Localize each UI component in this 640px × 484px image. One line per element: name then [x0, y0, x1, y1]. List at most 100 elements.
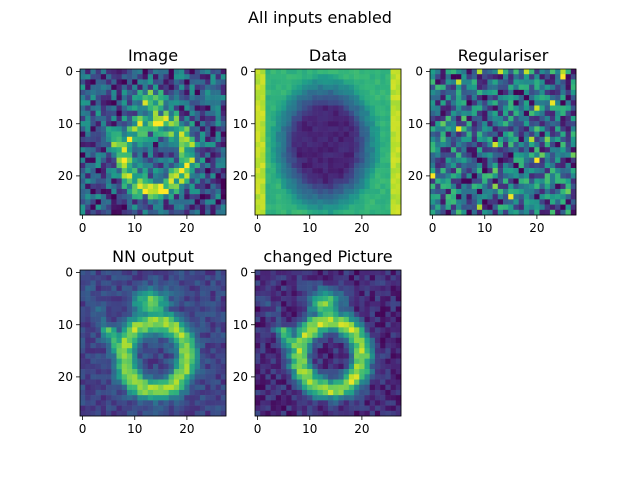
heatmap-cell — [255, 369, 261, 375]
heatmap-cell — [194, 178, 201, 185]
heatmap-cell — [508, 95, 514, 101]
heatmap-cell — [312, 311, 318, 318]
heatmap-cell — [111, 270, 117, 276]
heatmap-cell — [374, 136, 381, 143]
heatmap-cell — [492, 84, 499, 91]
heatmap-cell — [270, 290, 277, 297]
heatmap-cell — [194, 301, 201, 307]
heatmap-cell — [132, 194, 138, 200]
heatmap-cell — [210, 162, 216, 169]
heatmap-cell — [137, 126, 143, 132]
heatmap-cell — [380, 157, 386, 164]
heatmap-cell — [147, 115, 154, 122]
heatmap-cell — [328, 69, 334, 75]
heatmap-cell — [260, 79, 266, 85]
heatmap-cell — [194, 379, 201, 386]
heatmap-cell — [544, 209, 551, 216]
heatmap-cell — [471, 152, 478, 158]
heatmap-cell — [348, 353, 355, 359]
heatmap-cell — [210, 280, 216, 286]
heatmap-cell — [281, 410, 287, 417]
heatmap-cell — [220, 194, 227, 200]
heatmap-cell — [487, 100, 493, 106]
heatmap-cell — [205, 400, 211, 406]
heatmap-cell — [111, 316, 117, 323]
heatmap-cell — [359, 290, 365, 297]
heatmap-cell — [220, 157, 227, 164]
heatmap-cell — [534, 136, 540, 143]
heatmap-cell — [173, 306, 180, 313]
heatmap-cell — [286, 395, 292, 401]
heatmap-cell — [374, 379, 381, 386]
heatmap-cell — [529, 110, 535, 117]
heatmap-cell — [338, 209, 344, 216]
heatmap-cell — [343, 290, 350, 297]
heatmap-cell — [570, 136, 577, 143]
heatmap-cell — [147, 147, 154, 153]
heatmap-cell — [116, 395, 123, 401]
heatmap-cell — [296, 332, 303, 339]
heatmap-cell — [301, 199, 308, 205]
heatmap-cell — [163, 173, 169, 179]
heatmap-cell — [137, 405, 143, 412]
heatmap-cell — [390, 389, 397, 396]
heatmap-cell — [380, 69, 386, 75]
heatmap-cell — [85, 131, 91, 138]
heatmap-cell — [565, 209, 572, 216]
heatmap-cell — [364, 316, 371, 323]
heatmap-cell — [85, 405, 91, 412]
heatmap-cell — [359, 343, 365, 349]
heatmap-cell — [380, 296, 386, 302]
heatmap-cell — [95, 358, 102, 365]
heatmap-cell — [184, 162, 190, 169]
heatmap-cell — [328, 74, 334, 80]
heatmap-cell — [374, 389, 381, 396]
heatmap-cell — [106, 353, 112, 359]
heatmap-cell — [281, 100, 287, 106]
heatmap-cell — [348, 384, 355, 391]
heatmap-cell — [296, 79, 303, 85]
heatmap-cell — [184, 400, 190, 406]
heatmap-cell — [85, 183, 91, 190]
heatmap-cell — [534, 84, 540, 91]
heatmap-cell — [210, 348, 216, 354]
heatmap-cell — [322, 270, 329, 276]
heatmap-cell — [513, 188, 519, 195]
heatmap-cell — [435, 194, 441, 200]
heatmap-cell — [539, 69, 546, 75]
heatmap-cell — [555, 173, 561, 179]
heatmap-cell — [291, 194, 298, 200]
heatmap-cell — [348, 105, 355, 112]
heatmap-cell — [205, 379, 211, 386]
heatmap-cell — [281, 126, 287, 132]
heatmap-cell — [286, 379, 292, 386]
heatmap-cell — [291, 363, 298, 370]
heatmap-cell — [168, 400, 175, 406]
heatmap-cell — [163, 100, 169, 106]
heatmap-cell — [137, 358, 143, 365]
heatmap-cell — [544, 105, 551, 112]
heatmap-cell — [132, 358, 138, 365]
heatmap-cell — [132, 296, 138, 302]
heatmap-cell — [445, 100, 452, 106]
heatmap-cell — [275, 157, 282, 164]
heatmap-cell — [80, 173, 86, 179]
heatmap-cell — [121, 69, 128, 75]
heatmap-cell — [380, 74, 386, 80]
heatmap-cell — [126, 95, 133, 101]
heatmap-cell — [255, 136, 261, 143]
heatmap-cell — [210, 322, 216, 328]
heatmap-cell — [179, 121, 185, 127]
heatmap-cell — [445, 105, 452, 112]
heatmap-cell — [163, 89, 169, 96]
heatmap-cell — [440, 126, 446, 132]
heatmap-cell — [194, 131, 201, 138]
heatmap-cell — [260, 358, 266, 365]
heatmap-cell — [100, 74, 107, 80]
heatmap-cell — [132, 209, 138, 216]
heatmap-cell — [106, 343, 112, 349]
heatmap-cell — [210, 194, 216, 200]
heatmap-cell — [275, 188, 282, 195]
heatmap-cell — [126, 400, 133, 406]
heatmap-cell — [343, 79, 350, 85]
